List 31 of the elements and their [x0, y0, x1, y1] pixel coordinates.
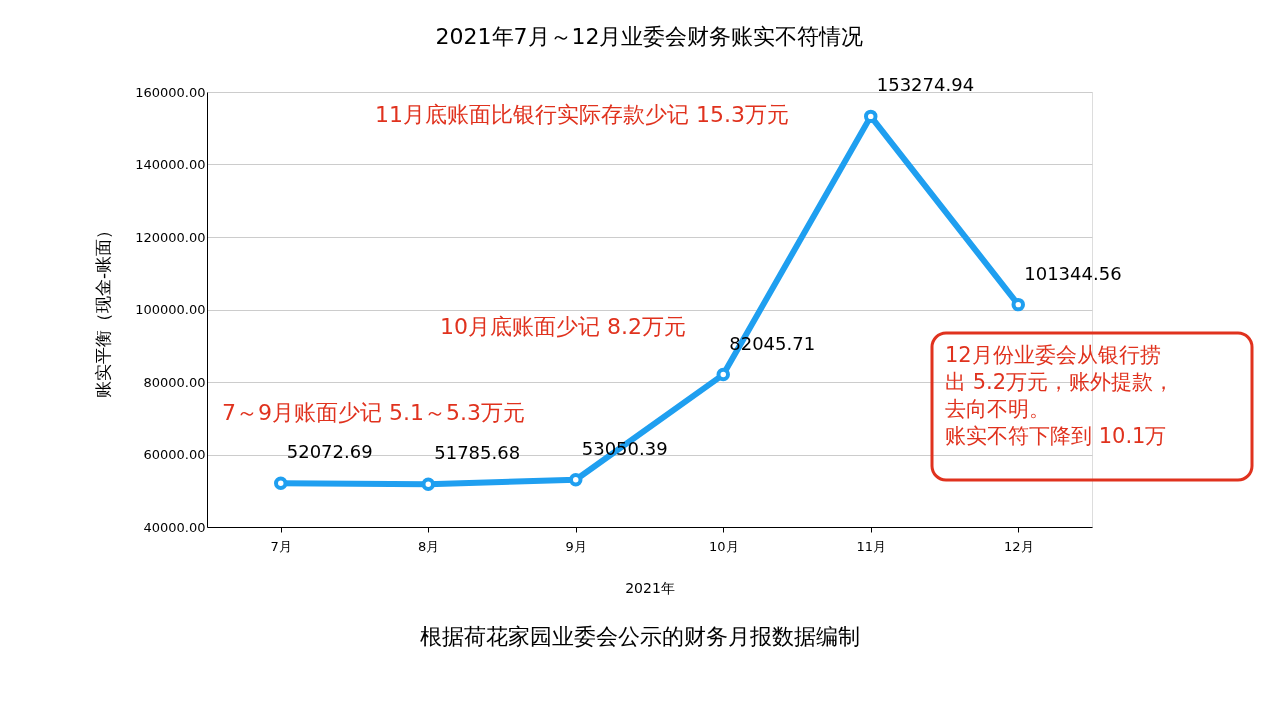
y-tick-label: 120000.00	[135, 229, 206, 245]
annotation: 12月份业委会从银行捞出 5.2万元，账外提款，去向不明。账实不符下降到 10.1万	[945, 343, 1175, 448]
x-tick-label: 11月	[856, 538, 887, 554]
x-axis-title: 2021年	[625, 579, 675, 596]
y-tick-label: 100000.00	[135, 302, 206, 317]
y-tick-label: 60000.00	[143, 447, 206, 462]
x-tick-label: 12月	[1003, 538, 1034, 554]
annotation: 7～9月账面少记 5.1～5.3万元	[222, 400, 525, 425]
data-label: 153274.94	[876, 74, 975, 96]
point	[421, 477, 435, 492]
y-axis-title: 账实平衡（现金-账面）	[93, 221, 114, 399]
text: 根据荷花家园业委会公示的财务月报数据编制	[420, 624, 860, 649]
y-tick-label: 80000.00	[143, 374, 206, 390]
point	[569, 472, 583, 487]
x-tick-label: 7月	[270, 538, 292, 554]
x-tick-label: 9月	[565, 538, 587, 554]
chart-title: 2021年7月～12月业委会财务账实不符情况	[435, 24, 864, 50]
point	[716, 367, 730, 382]
x-tick-label: 8月	[418, 538, 440, 554]
point	[1011, 297, 1025, 312]
annotation: 10月底账面少记 8.2万元	[440, 314, 686, 339]
data-label: 101344.56	[1024, 262, 1122, 284]
x-tick-label: 10月	[708, 538, 739, 554]
annotation: 11月底账面比银行实际存款少记 15.3万元	[375, 102, 789, 127]
point	[274, 476, 288, 490]
point	[864, 109, 878, 124]
data-label: 52072.69	[286, 441, 373, 463]
y-tick-label: 140000.00	[135, 157, 206, 172]
data-label: 51785.68	[434, 442, 521, 464]
y-tick-label: 40000.00	[143, 519, 206, 535]
y-tick-label: 160000.00	[135, 84, 206, 100]
